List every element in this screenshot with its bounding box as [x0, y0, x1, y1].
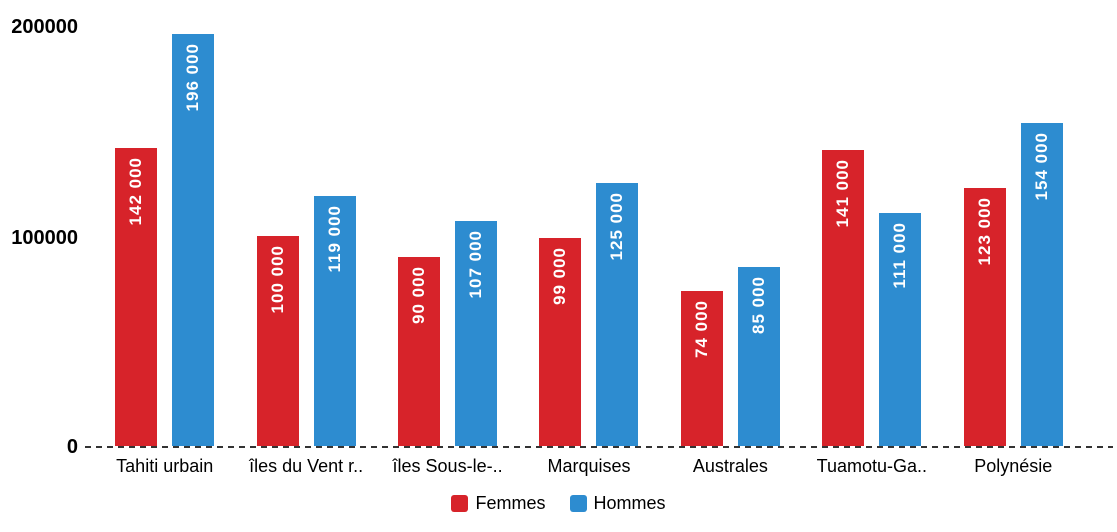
femmes-bar[interactable]: 74 000 — [680, 291, 723, 446]
femmes-bar[interactable]: 100 000 — [256, 236, 299, 446]
x-axis-category-label: Marquises — [547, 456, 631, 476]
y-axis-tick-100000: 100000 — [11, 227, 78, 249]
plot-area: 142 000 196 000 100 000 119 000 90 000 107 00… — [94, 0, 1084, 446]
x-axis-category-label: îles Sous-le-.. — [392, 456, 503, 476]
legend-item-femmes[interactable]: Femmes — [451, 493, 546, 513]
femmes-bar[interactable]: 142 000 — [115, 148, 158, 446]
bar-value-label: 141 000 — [833, 159, 853, 228]
y-axis-tick-0: 0 — [66, 436, 78, 458]
bar-group: 123 000 154 000 — [943, 0, 1084, 446]
bar-value-label: 125 000 — [607, 192, 627, 261]
y-axis-tick-200000: 200000 — [11, 16, 78, 38]
bar-value-label: 100 000 — [267, 245, 287, 314]
bar-value-label: 99 000 — [550, 247, 570, 305]
legend-label-femmes: Femmes — [475, 493, 546, 513]
hommes-bar[interactable]: 111 000 — [879, 213, 922, 446]
x-axis-baseline — [85, 446, 1113, 448]
x-axis-category-label: Australes — [692, 456, 768, 476]
x-axis-category-label: Polynésie — [974, 456, 1053, 476]
femmes-bar[interactable]: 123 000 — [963, 188, 1006, 446]
hommes-bar[interactable]: 154 000 — [1020, 123, 1063, 446]
femmes-bar[interactable]: 99 000 — [539, 238, 582, 446]
bar-value-label: 142 000 — [126, 157, 146, 226]
bar-group: 99 000 125 000 — [518, 0, 659, 446]
femmes-bar[interactable]: 90 000 — [398, 257, 441, 446]
x-axis-category-label: Tahiti urbain — [116, 456, 214, 476]
bar-value-label: 111 000 — [890, 222, 910, 289]
legend: Femmes Hommes — [0, 494, 1117, 512]
hommes-bar[interactable]: 85 000 — [737, 267, 780, 446]
bar-value-label: 74 000 — [691, 300, 711, 358]
bar-group: 142 000 196 000 — [94, 0, 235, 446]
hommes-bar[interactable]: 196 000 — [172, 34, 215, 446]
x-axis-labels: Tahiti urbain îles du Vent r.. îles Sous-l… — [94, 456, 1084, 477]
bar-value-label: 123 000 — [974, 197, 994, 266]
hommes-bar[interactable]: 125 000 — [596, 183, 639, 446]
bar-group: 100 000 119 000 — [235, 0, 376, 446]
x-axis-category-label: îles du Vent r.. — [249, 456, 364, 476]
bar-group: 90 000 107 000 — [377, 0, 518, 446]
femmes-color-swatch-icon — [451, 494, 469, 512]
femmes-bar[interactable]: 141 000 — [822, 150, 865, 446]
legend-label-hommes: Hommes — [593, 493, 666, 513]
bar-value-label: 154 000 — [1031, 132, 1051, 201]
hommes-bar[interactable]: 119 000 — [313, 196, 356, 446]
bar-value-label: 107 000 — [466, 230, 486, 299]
bar-group: 141 000 111 000 — [801, 0, 942, 446]
hommes-color-swatch-icon — [569, 494, 587, 512]
bar-group: 74 000 85 000 — [660, 0, 801, 446]
x-axis-category-label: Tuamotu-Ga.. — [816, 456, 927, 476]
hommes-bar[interactable]: 107 000 — [455, 221, 498, 446]
legend-item-hommes[interactable]: Hommes — [569, 493, 666, 513]
bar-value-label: 85 000 — [748, 276, 768, 334]
bar-value-label: 90 000 — [409, 266, 429, 324]
bar-value-label: 119 000 — [324, 205, 344, 273]
bar-value-label: 196 000 — [183, 43, 203, 112]
